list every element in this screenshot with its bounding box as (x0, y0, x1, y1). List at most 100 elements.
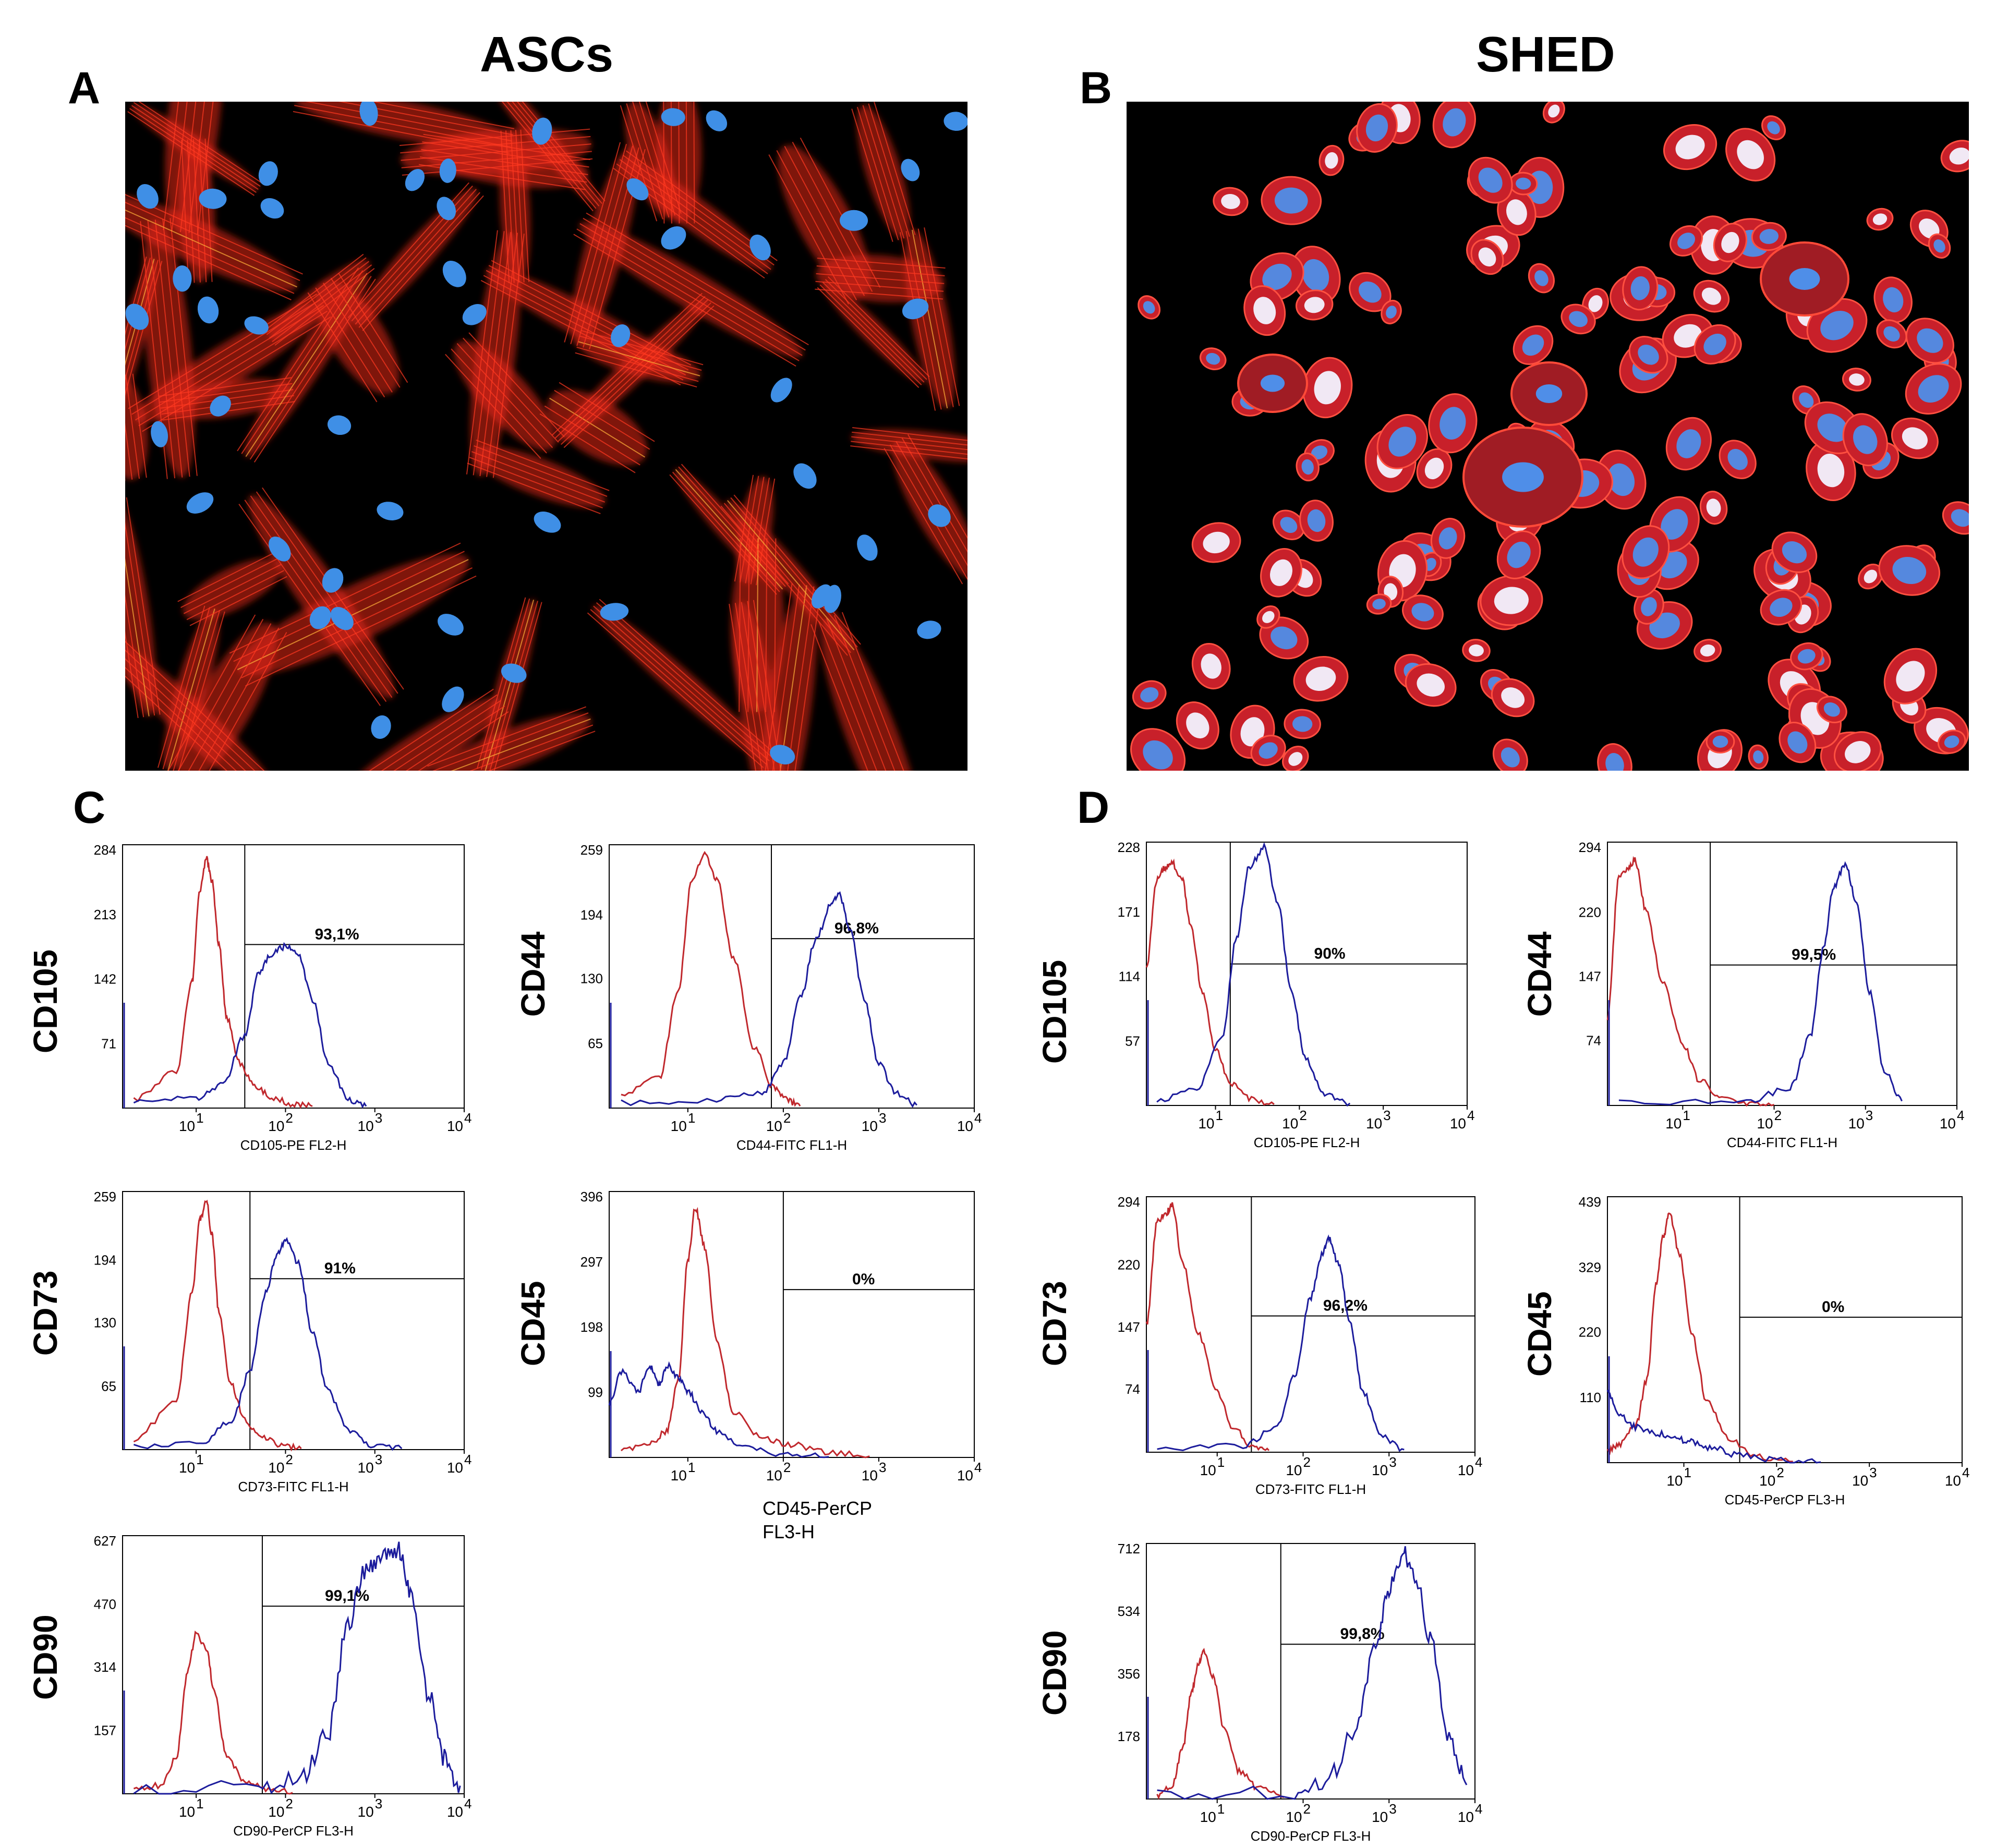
nucleus (1588, 295, 1603, 312)
nucleus (405, 169, 425, 191)
x-tick-label: 10 (1450, 1115, 1466, 1132)
nucleus (1307, 509, 1326, 532)
actin-fiber (178, 618, 264, 771)
actin-fiber (729, 603, 756, 771)
nucleus (611, 324, 631, 347)
y-tick-label: 194 (580, 907, 603, 922)
nucleus (1439, 407, 1466, 440)
actin-fiber (237, 267, 359, 452)
actin-fiber (586, 212, 809, 346)
nucleus (1417, 673, 1445, 697)
nucleus (943, 112, 967, 131)
y-tick-label: 470 (94, 1596, 116, 1612)
actin-fiber (774, 538, 777, 712)
actin-fiber (794, 587, 822, 771)
nucleus (309, 606, 331, 629)
x-tick-label: 10 (447, 1804, 463, 1820)
marker-label-d-cd44: CD44 (1521, 931, 1558, 1017)
nucleus (199, 188, 227, 209)
nucleus (1853, 425, 1878, 454)
nucleus (1388, 427, 1417, 457)
x-tick-exponent: 4 (464, 1110, 471, 1126)
x-tick-exponent: 3 (1389, 1454, 1396, 1470)
nucleus (928, 504, 951, 527)
x-axis-label: CD44-FITC FL1-H (1727, 1135, 1837, 1150)
actin-fiber (469, 724, 594, 771)
actin-fiber (669, 474, 777, 595)
nucleus (1605, 752, 1624, 771)
actin-fiber (826, 618, 887, 771)
actin-fiber (125, 558, 150, 716)
nucleus (1918, 375, 1949, 403)
actin-fiber (135, 305, 324, 421)
actin-fiber (188, 102, 205, 234)
nucleus (1304, 297, 1325, 313)
marker-label-c-cd105: CD105 (27, 949, 64, 1053)
y-tick-label: 213 (94, 907, 116, 922)
nucleus (1535, 384, 1563, 403)
x-tick-label: 10 (358, 1118, 374, 1134)
actin-fiber (157, 605, 205, 768)
actin-fiber (315, 287, 385, 398)
nucleus (1676, 429, 1701, 458)
x-tick-label: 10 (1852, 1473, 1868, 1489)
actin-fiber (167, 609, 215, 771)
actin-fiber (422, 141, 589, 168)
actin-fiber (822, 282, 925, 383)
x-tick-label: 10 (1665, 1115, 1682, 1132)
actin-fiber (293, 111, 510, 154)
plot-frame (1146, 842, 1468, 1106)
x-tick-label: 10 (766, 1467, 782, 1484)
x-tick-exponent: 2 (285, 1110, 293, 1126)
actin-fiber (924, 227, 960, 406)
actin-fiber (371, 102, 515, 129)
x-tick-exponent: 3 (1869, 1465, 1877, 1480)
actin-fiber (125, 225, 292, 300)
title-shed: SHED (1476, 27, 1615, 82)
x-tick-exponent: 1 (196, 1796, 203, 1811)
nucleus (1365, 114, 1388, 142)
gate-percentage: 0% (852, 1271, 875, 1288)
x-tick-exponent: 2 (1776, 1465, 1784, 1480)
nucleus (1607, 463, 1635, 496)
x-axis-label: CD105-PE FL2-H (240, 1137, 347, 1153)
nucleus (1849, 373, 1865, 386)
nucleus (1522, 334, 1544, 356)
actin-fiber (187, 139, 195, 283)
nucleus (244, 316, 269, 335)
x-tick-label: 10 (1372, 1462, 1388, 1478)
x-tick-exponent: 1 (1217, 1801, 1225, 1817)
actin-fiber (305, 102, 512, 142)
y-tick-label: 74 (1586, 1032, 1601, 1048)
nucleus (1325, 152, 1338, 169)
x-tick-label: 10 (1286, 1462, 1302, 1478)
nucleus (437, 197, 456, 221)
y-tick-label: 65 (101, 1378, 116, 1394)
micrograph-ascs-art (125, 102, 967, 771)
actin-fiber (579, 223, 803, 356)
y-tick-label: 439 (1579, 1194, 1601, 1210)
x-axis-label-line2: FL3-H (763, 1521, 815, 1542)
actin-fiber (581, 330, 704, 366)
nucleus (1140, 687, 1159, 703)
x-tick-label: 10 (179, 1460, 195, 1476)
actin-fiber (294, 105, 511, 148)
x-tick-exponent: 2 (1303, 1454, 1310, 1470)
actin-fiber (485, 599, 535, 771)
actin-fiber (241, 270, 364, 454)
nucleus (600, 603, 629, 621)
actin-fiber (734, 603, 763, 771)
x-tick-label: 10 (957, 1118, 973, 1134)
actin-fiber (125, 217, 295, 294)
nucleus (1358, 281, 1382, 303)
actin-fiber (563, 305, 715, 448)
marker-curve (133, 942, 367, 1109)
actin-fiber (189, 576, 287, 626)
isotype-curve (1145, 858, 1275, 1106)
actin-fiber (817, 287, 920, 388)
actin-fiber (579, 335, 702, 371)
actin-fiber (245, 575, 477, 687)
y-tick-label: 157 (94, 1723, 116, 1738)
